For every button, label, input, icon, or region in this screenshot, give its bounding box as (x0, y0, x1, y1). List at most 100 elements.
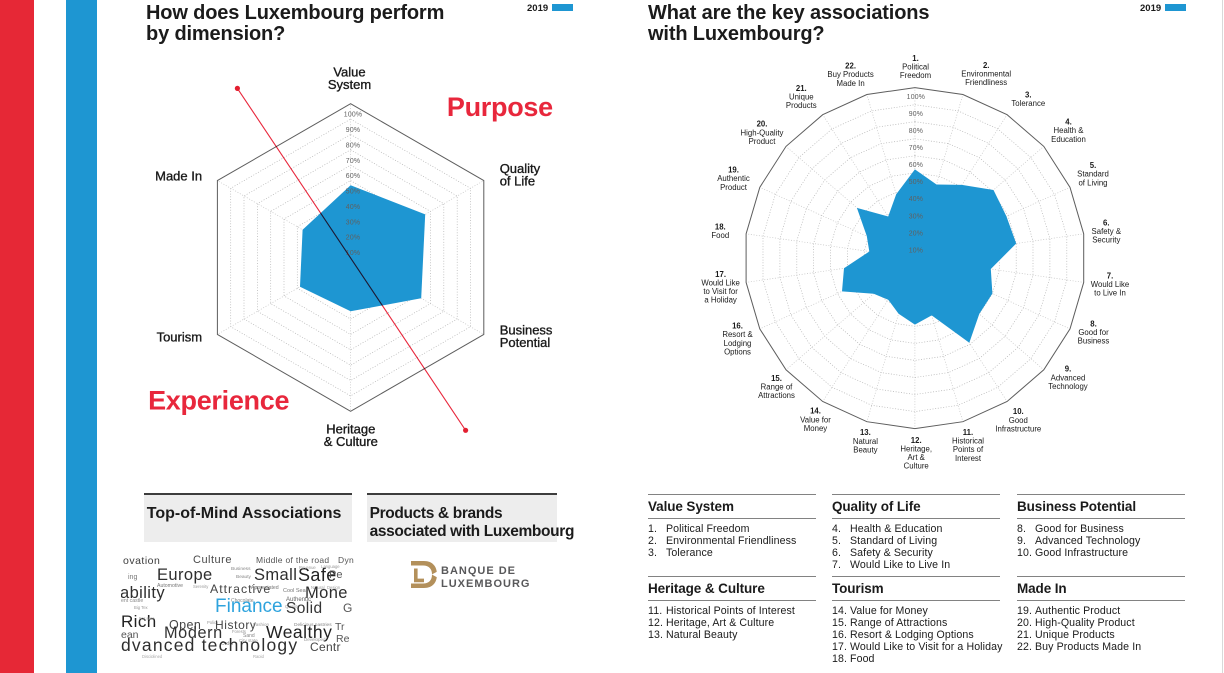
svg-text:Freedom: Freedom (900, 71, 931, 80)
svg-text:Options: Options (724, 347, 751, 356)
svg-text:3.: 3. (1025, 91, 1032, 100)
svg-text:18.: 18. (715, 222, 726, 231)
svg-text:80%: 80% (909, 128, 923, 135)
svg-text:Environmental: Environmental (961, 69, 1011, 78)
svg-text:8.: 8. (1090, 319, 1097, 328)
svg-text:Good: Good (1009, 416, 1028, 425)
svg-text:11.: 11. (963, 428, 973, 437)
svg-text:Heritage: Heritage (326, 422, 375, 437)
svg-text:Business: Business (500, 323, 553, 338)
svg-text:of Living: of Living (1078, 178, 1107, 187)
svg-text:Health &: Health & (1054, 126, 1085, 135)
svg-text:40%: 40% (909, 196, 923, 203)
svg-text:Good for: Good for (1078, 328, 1109, 337)
svg-text:Would Like: Would Like (701, 279, 739, 288)
svg-text:Quality: Quality (500, 161, 541, 176)
svg-text:10%: 10% (346, 250, 360, 257)
svg-text:15.: 15. (771, 374, 782, 383)
svg-text:Attractions: Attractions (758, 391, 795, 400)
svg-text:16.: 16. (732, 322, 743, 331)
svg-text:Friendliness: Friendliness (965, 78, 1007, 87)
svg-text:14.: 14. (810, 407, 821, 416)
svg-text:1.: 1. (912, 54, 919, 63)
svg-text:2.: 2. (983, 61, 990, 70)
svg-text:Beauty: Beauty (853, 445, 877, 454)
svg-text:60%: 60% (909, 162, 923, 169)
svg-text:20%: 20% (346, 235, 360, 242)
svg-text:4.: 4. (1065, 118, 1072, 127)
svg-text:Infrastructure: Infrastructure (995, 424, 1041, 433)
svg-text:Would Like: Would Like (1091, 280, 1129, 289)
svg-text:50%: 50% (909, 179, 923, 186)
svg-text:of Life: of Life (500, 174, 535, 189)
svg-text:Tolerance: Tolerance (1011, 99, 1045, 108)
svg-text:Advanced: Advanced (1051, 373, 1086, 382)
svg-text:Purpose: Purpose (447, 92, 553, 122)
svg-text:Art &: Art & (908, 453, 926, 462)
svg-text:Unique: Unique (789, 92, 814, 101)
svg-text:Value: Value (333, 65, 365, 80)
svg-text:50%: 50% (346, 189, 360, 196)
svg-text:Tourism: Tourism (157, 330, 203, 345)
svg-text:Political: Political (902, 63, 929, 72)
svg-text:12.: 12. (911, 436, 922, 445)
svg-text:40%: 40% (346, 204, 360, 211)
svg-text:Heritage,: Heritage, (900, 445, 932, 454)
svg-text:9.: 9. (1065, 365, 1072, 374)
svg-text:7.: 7. (1107, 271, 1114, 280)
svg-text:22.: 22. (845, 62, 856, 71)
svg-text:60%: 60% (346, 173, 360, 180)
svg-text:Culture: Culture (904, 462, 929, 471)
svg-text:to Live In: to Live In (1094, 289, 1126, 298)
svg-text:19.: 19. (728, 166, 739, 175)
svg-text:System: System (328, 77, 371, 92)
svg-text:Natural: Natural (853, 437, 878, 446)
svg-text:6.: 6. (1103, 218, 1110, 227)
svg-text:Business: Business (1078, 337, 1110, 346)
svg-text:17.: 17. (715, 270, 726, 279)
svg-text:Authentic: Authentic (717, 174, 750, 183)
svg-text:10%: 10% (909, 247, 923, 254)
svg-text:13.: 13. (860, 428, 871, 437)
svg-text:80%: 80% (346, 143, 360, 150)
svg-text:Interest: Interest (955, 454, 982, 463)
svg-text:Food: Food (711, 231, 729, 240)
svg-text:100%: 100% (344, 112, 362, 119)
svg-text:& Culture: & Culture (324, 434, 378, 449)
svg-text:Experience: Experience (148, 385, 289, 415)
svg-text:Technology: Technology (1048, 382, 1088, 391)
svg-text:Buy Products: Buy Products (827, 70, 873, 79)
svg-text:Points of: Points of (953, 445, 984, 454)
svg-text:70%: 70% (909, 145, 923, 152)
svg-text:Range of: Range of (761, 383, 793, 392)
svg-text:Product: Product (720, 183, 748, 192)
svg-text:Money: Money (804, 424, 828, 433)
svg-text:30%: 30% (346, 219, 360, 226)
svg-text:Historical: Historical (952, 437, 984, 446)
svg-text:70%: 70% (346, 158, 360, 165)
svg-text:Value for: Value for (800, 415, 831, 424)
svg-text:Potential: Potential (500, 335, 551, 350)
svg-text:Education: Education (1051, 135, 1086, 144)
svg-text:Products: Products (786, 101, 817, 110)
svg-text:20.: 20. (757, 120, 768, 129)
svg-text:90%: 90% (909, 111, 923, 118)
svg-text:Product: Product (749, 137, 777, 146)
svg-text:Security: Security (1092, 236, 1120, 245)
svg-text:to Visit for: to Visit for (703, 287, 738, 296)
svg-text:Safety &: Safety & (1092, 227, 1122, 236)
svg-text:Standard: Standard (1077, 170, 1109, 179)
svg-text:20%: 20% (909, 230, 923, 237)
svg-text:Resort &: Resort & (722, 330, 753, 339)
svg-text:Made In: Made In (837, 79, 865, 88)
svg-text:Lodging: Lodging (724, 339, 752, 348)
svg-text:90%: 90% (346, 127, 360, 134)
svg-text:10.: 10. (1013, 407, 1024, 416)
svg-text:100%: 100% (907, 94, 925, 101)
svg-text:High-Quality: High-Quality (741, 128, 784, 137)
svg-text:30%: 30% (909, 213, 923, 220)
svg-text:21.: 21. (796, 84, 807, 93)
svg-text:Made In: Made In (155, 169, 202, 184)
svg-text:a Holiday: a Holiday (704, 296, 737, 305)
svg-text:5.: 5. (1090, 161, 1097, 170)
